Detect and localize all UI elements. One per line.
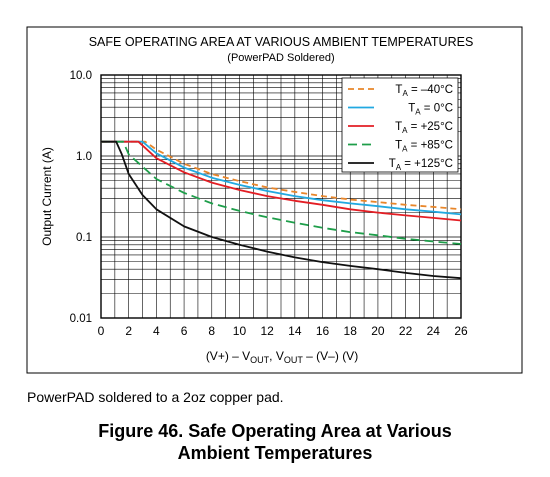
x-tick-label: 8	[208, 324, 215, 338]
y-tick-label: 1.0	[76, 151, 92, 163]
series-line-2	[101, 140, 462, 222]
figure-caption: PowerPAD soldered to a 2oz copper pad.	[27, 389, 284, 405]
legend-label-1: TA​ = 0°C	[408, 103, 453, 117]
y-tick-label: 0.01	[70, 313, 92, 325]
legend-label-4: TA​ = +125°C	[389, 158, 453, 172]
chart-frame	[26, 26, 523, 374]
figure-title-line1: Figure 46. Safe Operating Area at Variou…	[98, 421, 452, 441]
x-tick-label: 16	[316, 324, 330, 338]
series-line-4	[101, 140, 462, 280]
series-line-0	[101, 140, 462, 211]
x-tick-label: 18	[344, 324, 358, 338]
legend-label-0: TA​ = –40°C	[395, 84, 453, 98]
plot-border	[100, 74, 462, 319]
y-tick-label: 10.0	[70, 70, 92, 82]
x-tick-label: 22	[399, 324, 413, 338]
x-tick-label: 14	[288, 324, 302, 338]
x-tick-label: 6	[181, 324, 188, 338]
chart-subtitle: (PowerPAD Soldered)	[227, 52, 334, 64]
y-axis-label: Output Current (A)	[40, 147, 54, 246]
figure-title-line2: Ambient Temperatures	[177, 443, 373, 463]
x-tick-label: 20	[371, 324, 385, 338]
legend-label-3: TA​ = +85°C	[395, 140, 453, 154]
x-tick-label: 26	[454, 324, 468, 338]
x-tick-label: 4	[153, 324, 160, 338]
series-line-3	[101, 140, 462, 245]
y-tick-label: 0.1	[76, 232, 92, 244]
x-axis-label: (V+) – VOUT​, VOUT​ – (V–) (V)	[206, 349, 358, 365]
x-tick-label: 2	[125, 324, 132, 338]
chart-title: SAFE OPERATING AREA AT VARIOUS AMBIENT T…	[89, 35, 474, 49]
series-line-1	[101, 140, 462, 216]
x-tick-label: 24	[427, 324, 441, 338]
legend-box	[341, 77, 459, 173]
x-tick-label: 10	[233, 324, 247, 338]
x-tick-label: 12	[260, 324, 274, 338]
x-tick-label: 0	[98, 324, 105, 338]
soa-chart: SAFE OPERATING AREA AT VARIOUS AMBIENT T…	[26, 26, 523, 374]
legend-label-2: TA​ = +25°C	[395, 121, 453, 135]
